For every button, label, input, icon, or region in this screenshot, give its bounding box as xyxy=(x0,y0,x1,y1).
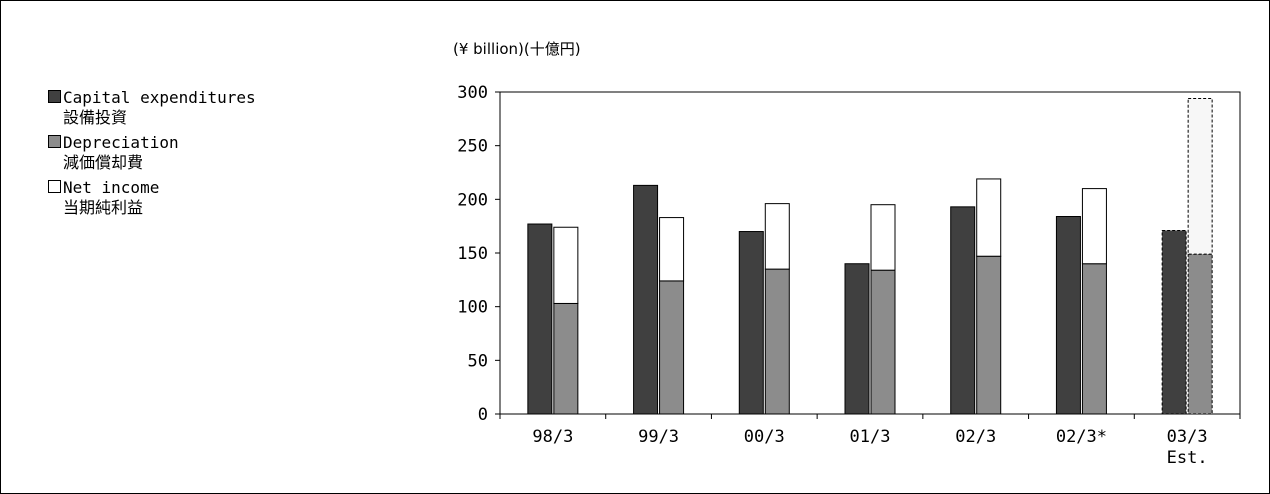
bar-depreciation xyxy=(659,280,685,415)
x-tick-label: 99/3 xyxy=(638,427,679,447)
bar-capital-expenditures xyxy=(1055,216,1081,415)
bar-net-income xyxy=(1187,97,1213,255)
plot-area xyxy=(499,91,1241,415)
x-tick-sublabel: Est. xyxy=(1167,448,1208,468)
x-tick-label: 00/3 xyxy=(744,427,785,447)
legend-label-net-income-ja: 当期純利益 xyxy=(63,198,144,217)
y-tick-label: 250 xyxy=(457,137,488,157)
bar-capital-expenditures xyxy=(527,223,553,415)
bar-net-income xyxy=(870,204,896,271)
y-tick-label: 100 xyxy=(457,298,488,318)
bar-depreciation xyxy=(764,268,790,415)
bar-capital-expenditures xyxy=(738,231,764,415)
legend-swatch-depreciation xyxy=(48,135,61,148)
x-tick-label: 98/3 xyxy=(532,427,573,447)
bar-net-income xyxy=(1081,188,1107,265)
bar-depreciation xyxy=(976,255,1002,415)
y-tick-label: 150 xyxy=(457,244,488,264)
bar-net-income xyxy=(764,203,790,270)
bar-net-income xyxy=(659,217,685,282)
x-tick-label: 03/3 xyxy=(1167,427,1208,447)
legend-label-depreciation-ja: 減価償却費 xyxy=(63,153,144,172)
y-tick-label: 50 xyxy=(468,351,488,371)
legend-label-depreciation: Depreciation xyxy=(63,133,179,152)
bar-depreciation xyxy=(870,269,896,415)
y-tick-label: 200 xyxy=(457,190,488,210)
legend-item-capital-expenditures: Capital expenditures 設備投資 xyxy=(48,88,256,128)
legend-label-capital-expenditures: Capital expenditures xyxy=(63,88,256,107)
bar-net-income xyxy=(553,226,579,304)
unit-label: (¥ billion)(十億円) xyxy=(453,40,581,58)
legend-item-net-income: Net income 当期純利益 xyxy=(48,178,256,218)
legend-label-capital-expenditures-ja: 設備投資 xyxy=(63,108,128,127)
x-tick-label: 01/3 xyxy=(850,427,891,447)
bar-capital-expenditures xyxy=(633,184,659,415)
bar-capital-expenditures xyxy=(844,263,870,415)
legend: Capital expenditures 設備投資 Depreciation 減価償… xyxy=(48,88,256,223)
bar-capital-expenditures xyxy=(1161,229,1187,415)
legend-swatch-capital-expenditures xyxy=(48,90,61,103)
y-tick-label: 300 xyxy=(457,83,488,103)
x-tick-label: 02/3* xyxy=(1056,427,1107,447)
bar-depreciation xyxy=(1081,263,1107,415)
legend-item-depreciation: Depreciation 減価償却費 xyxy=(48,133,256,173)
bar-depreciation xyxy=(1187,253,1213,415)
legend-label-net-income: Net income xyxy=(63,178,160,197)
y-tick-label: 0 xyxy=(478,405,488,425)
legend-swatch-net-income xyxy=(48,180,61,193)
bar-capital-expenditures xyxy=(950,206,976,415)
bar-depreciation xyxy=(553,302,579,415)
x-tick-label: 02/3 xyxy=(955,427,996,447)
bar-net-income xyxy=(976,178,1002,257)
